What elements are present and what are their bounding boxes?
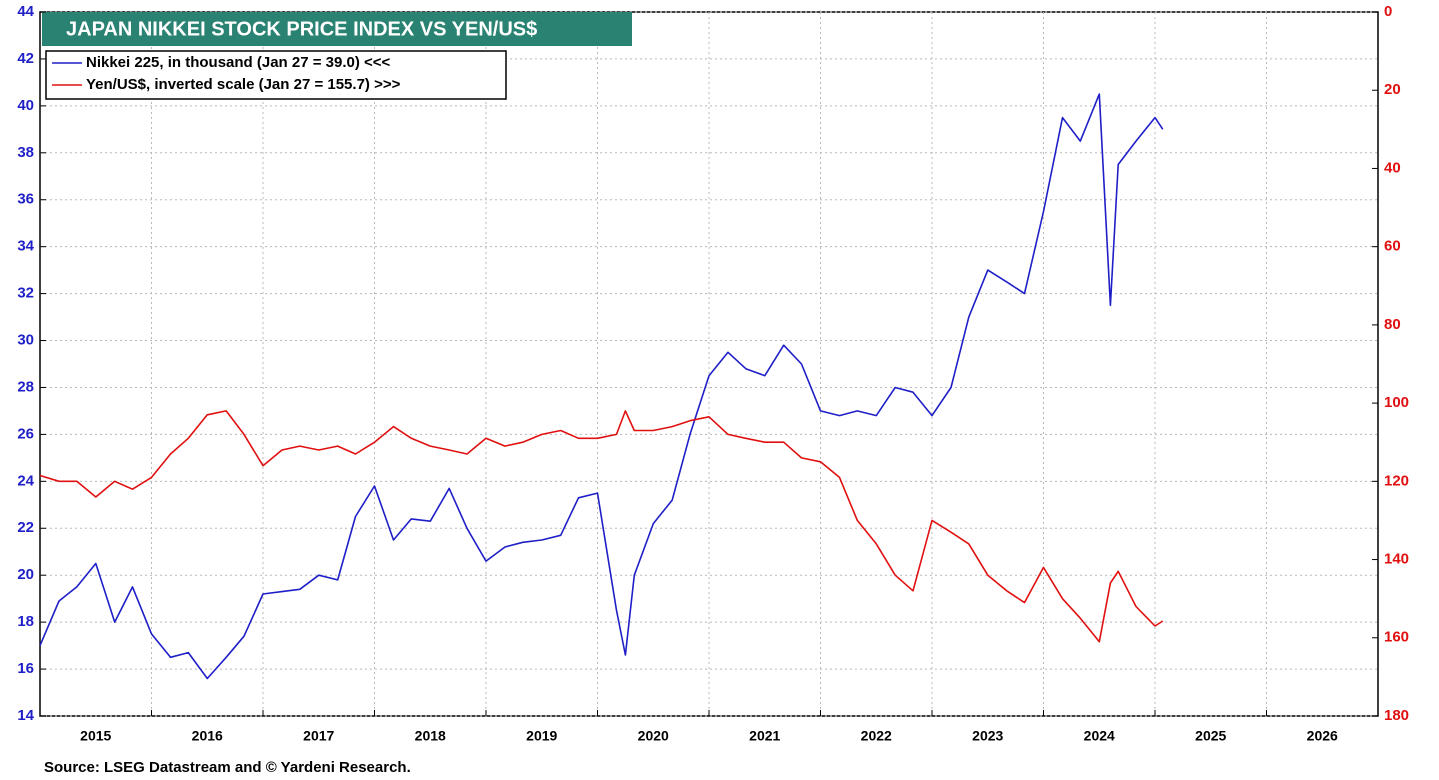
x-tick-label: 2021 — [749, 728, 780, 744]
y-tick-label: 22 — [17, 519, 34, 536]
y-tick-label: 36 — [17, 191, 34, 208]
y-tick-label: 28 — [17, 378, 34, 395]
legend-label: Nikkei 225, in thousand (Jan 27 = 39.0) … — [86, 54, 391, 71]
legend-box — [45, 50, 507, 100]
y-tick-label: 26 — [17, 425, 34, 442]
x-tick-label: 2020 — [638, 728, 669, 744]
y-tick-label: 44 — [17, 3, 34, 20]
x-tick-label: 2026 — [1307, 728, 1338, 744]
y-tick-label: 20 — [17, 566, 34, 583]
y2-tick-label: 20 — [1384, 81, 1401, 98]
title-box — [42, 12, 632, 46]
y2-tick-label: 140 — [1384, 551, 1409, 568]
x-tick-label: 2019 — [526, 728, 557, 744]
y2-tick-label: 160 — [1384, 629, 1409, 646]
y2-tick-label: 60 — [1384, 238, 1401, 255]
source: Source: LSEG Datastream and © Yardeni Re… — [44, 759, 411, 776]
y-tick-label: 38 — [17, 144, 34, 161]
series-line — [39, 410, 1164, 643]
x-tick-label: 2025 — [1195, 728, 1226, 744]
legend-label: Yen/US$, inverted scale (Jan 27 = 155.7)… — [86, 76, 401, 93]
y-tick-label: 42 — [17, 50, 34, 67]
chart-title: JAPAN NIKKEI STOCK PRICE INDEX VS YEN/US… — [66, 18, 537, 40]
y2-tick-label: 120 — [1384, 472, 1409, 489]
x-tick-label: 2023 — [972, 728, 1003, 744]
y2-tick-label: 0 — [1384, 3, 1392, 20]
grid — [40, 11, 1378, 717]
y2-tick-label: 40 — [1384, 159, 1401, 176]
x-tick-label: 2018 — [415, 728, 446, 744]
y-tick-label: 40 — [17, 97, 34, 114]
x-tick-label: 2024 — [1084, 728, 1115, 744]
x-tick-label: 2015 — [80, 728, 111, 744]
y-tick-label: 32 — [17, 285, 34, 302]
y2-tick-label: 180 — [1384, 707, 1409, 724]
series-line — [39, 93, 1164, 680]
lines — [39, 93, 1164, 680]
y-tick-label: 24 — [17, 472, 34, 489]
y-tick-label: 34 — [17, 238, 34, 255]
x-tick-label: 2022 — [861, 728, 892, 744]
y-tick-label: 18 — [17, 613, 34, 630]
y-tick-label: 30 — [17, 332, 34, 349]
x-tick-label: 2016 — [192, 728, 223, 744]
y2-tick-label: 80 — [1384, 316, 1401, 333]
y2-tick-label: 100 — [1384, 394, 1409, 411]
y-tick-label: 14 — [17, 707, 34, 724]
legend: Nikkei 225, in thousand (Jan 27 = 39.0) … — [45, 50, 507, 100]
y-tick-label: 16 — [17, 660, 34, 677]
x-tick-label: 2017 — [303, 728, 334, 744]
